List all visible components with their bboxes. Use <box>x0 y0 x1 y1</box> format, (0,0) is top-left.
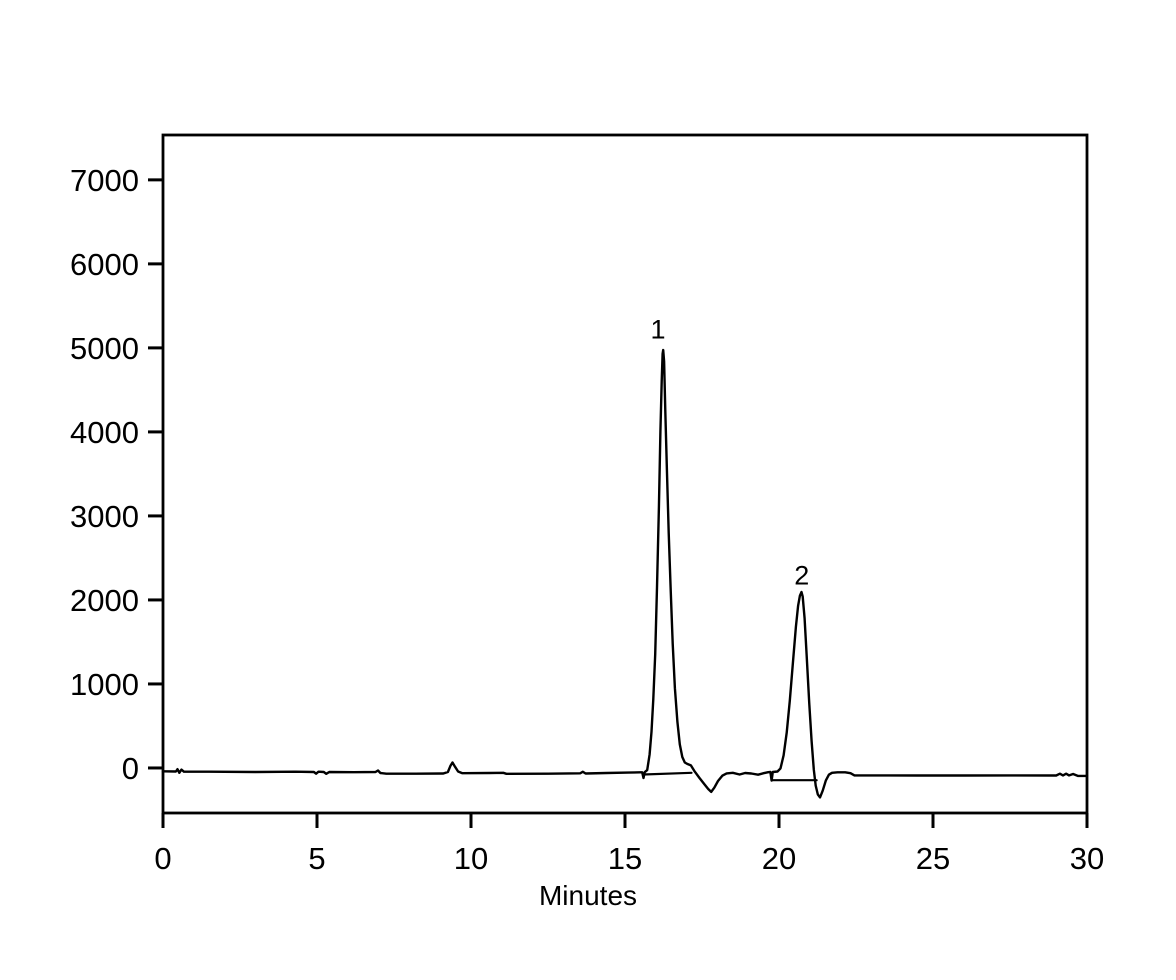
y-tick-label: 4000 <box>70 415 139 450</box>
y-tick-label: 0 <box>122 751 139 786</box>
x-tick-label: 25 <box>916 841 950 876</box>
axis-tick-labels: 0 5 10 15 20 25 30 0 1000 2000 3000 4000 5000 6000 700… <box>70 163 1104 876</box>
x-axis-title: Minutes <box>539 880 637 911</box>
integration-baseline-peak-1 <box>642 771 693 776</box>
x-tick-label: 20 <box>762 841 796 876</box>
detector-signal <box>161 348 1089 799</box>
x-tick-label: 10 <box>454 841 488 876</box>
axis-ticks <box>148 178 1089 828</box>
y-tick-label: 3000 <box>70 499 139 534</box>
x-tick-label: 5 <box>308 841 325 876</box>
y-tick-label: 5000 <box>70 331 139 366</box>
x-tick-label: 30 <box>1070 841 1104 876</box>
x-tick-label: 15 <box>608 841 642 876</box>
y-tick-label: 2000 <box>70 583 139 618</box>
signal-traces <box>161 348 1089 799</box>
peak-labels: 12 <box>650 314 809 590</box>
y-tick-label: 6000 <box>70 247 139 282</box>
x-tick-label: 0 <box>154 841 171 876</box>
peak-label: 2 <box>794 561 809 591</box>
peak-label: 1 <box>650 314 665 344</box>
plot-frame <box>161 133 1089 815</box>
y-tick-label: 1000 <box>70 667 139 702</box>
y-tick-label: 7000 <box>70 163 139 198</box>
